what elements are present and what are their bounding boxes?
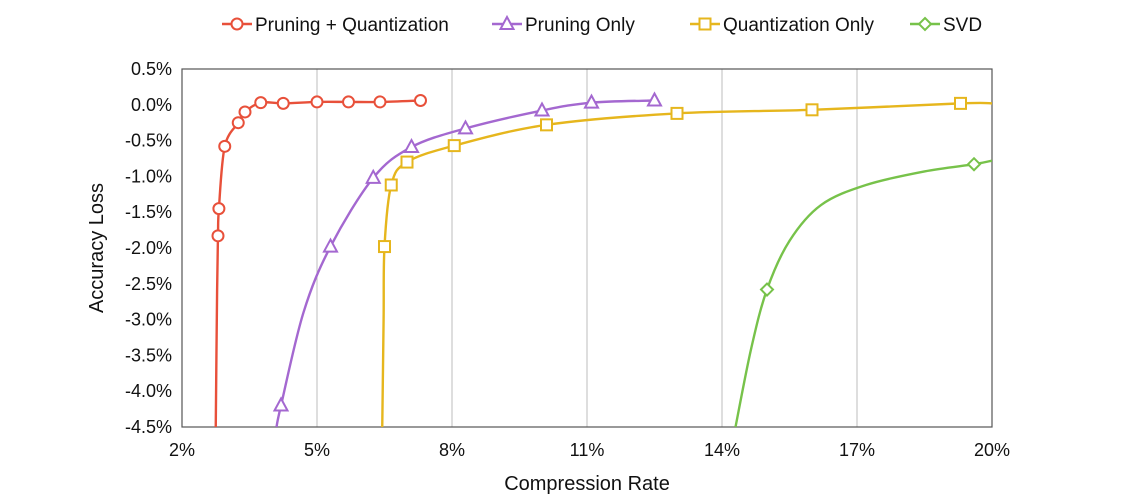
triangle-marker bbox=[272, 396, 290, 412]
plot-area-frame bbox=[181, 68, 993, 428]
circle-marker bbox=[212, 202, 226, 216]
series-pruning-only bbox=[272, 91, 663, 427]
circle-marker bbox=[254, 96, 268, 110]
legend-item-pruning-only: Pruning Only bbox=[492, 14, 635, 36]
x-axis-ticks: 2% 5% 8% 11% 14% 17% 20% bbox=[169, 440, 1010, 460]
legend-label: Quantization Only bbox=[723, 15, 875, 36]
square-marker bbox=[400, 155, 414, 169]
circle-marker bbox=[238, 105, 252, 119]
series-line bbox=[381, 101, 992, 427]
circle-marker bbox=[231, 116, 245, 130]
series-quantization-only bbox=[378, 96, 992, 427]
series-layer bbox=[211, 91, 992, 427]
square-marker bbox=[378, 240, 391, 254]
x-tick-label: 2% bbox=[169, 440, 195, 460]
square-marker bbox=[954, 96, 967, 110]
y-axis-ticks: 0.5% 0.0% -0.5% -1.0% -1.5% -2.0% -2.5% -3.0% -3… bbox=[125, 59, 172, 437]
circle-marker bbox=[310, 95, 324, 109]
legend: Pruning + Quantization Pruning Only Quanti… bbox=[222, 14, 982, 36]
square-marker bbox=[670, 106, 684, 120]
triangle-marker bbox=[403, 137, 420, 154]
triangle-marker bbox=[457, 119, 474, 135]
series-line bbox=[214, 99, 421, 427]
legend-item-quantization-only: Quantization Only bbox=[690, 15, 875, 36]
triangle-marker bbox=[533, 101, 551, 117]
y-tick-label: -2.5% bbox=[125, 274, 172, 294]
x-tick-label: 11% bbox=[570, 440, 605, 460]
y-tick-label: 0.0% bbox=[131, 95, 172, 115]
x-tick-label: 5% bbox=[304, 440, 330, 460]
legend-item-pruning-quantization: Pruning + Quantization bbox=[222, 15, 449, 36]
y-axis-title: Accuracy Loss bbox=[86, 183, 108, 313]
series-line bbox=[275, 99, 655, 427]
x-tick-label: 8% bbox=[439, 440, 465, 460]
circle-marker bbox=[211, 229, 225, 243]
triangle-marker bbox=[322, 237, 339, 253]
y-tick-label: -3.5% bbox=[125, 345, 172, 365]
triangle-marker bbox=[646, 91, 663, 107]
circle-marker bbox=[342, 95, 355, 109]
y-tick-label: -0.5% bbox=[125, 131, 172, 151]
legend-square-marker bbox=[698, 17, 712, 31]
square-marker bbox=[447, 139, 461, 153]
x-tick-label: 17% bbox=[839, 440, 875, 460]
legend-circle-marker bbox=[230, 17, 244, 31]
y-tick-label: -2.0% bbox=[125, 238, 172, 258]
series-line bbox=[734, 159, 992, 427]
triangle-marker bbox=[583, 93, 600, 109]
y-tick-label: -4.5% bbox=[125, 417, 172, 437]
y-tick-label: -4.0% bbox=[125, 381, 172, 401]
x-tick-label: 20% bbox=[974, 440, 1010, 460]
circle-marker bbox=[218, 139, 232, 153]
y-tick-label: -1.0% bbox=[125, 166, 172, 186]
x-tick-label: 14% bbox=[704, 440, 740, 460]
legend-triangle-marker bbox=[498, 14, 516, 30]
legend-diamond-marker bbox=[917, 16, 933, 32]
triangle-marker bbox=[365, 168, 382, 184]
square-marker bbox=[805, 103, 819, 117]
circle-marker bbox=[276, 96, 290, 110]
legend-label: Pruning Only bbox=[525, 15, 635, 36]
circle-marker bbox=[373, 95, 387, 109]
diamond-marker bbox=[759, 282, 775, 297]
grid-layer bbox=[316, 69, 858, 427]
series-pruning-quantization bbox=[211, 94, 427, 427]
y-tick-label: -3.0% bbox=[125, 310, 172, 330]
diamond-marker bbox=[966, 156, 982, 172]
y-tick-label: -1.5% bbox=[125, 202, 172, 222]
square-marker bbox=[540, 118, 553, 132]
legend-item-svd: SVD bbox=[910, 15, 982, 36]
y-tick-label: 0.5% bbox=[131, 59, 172, 79]
x-axis-title: Compression Rate bbox=[504, 473, 670, 495]
series-svd bbox=[734, 156, 992, 427]
legend-label: Pruning + Quantization bbox=[255, 15, 449, 36]
circle-marker bbox=[414, 94, 427, 108]
square-marker bbox=[384, 178, 398, 192]
legend-label: SVD bbox=[943, 15, 982, 36]
